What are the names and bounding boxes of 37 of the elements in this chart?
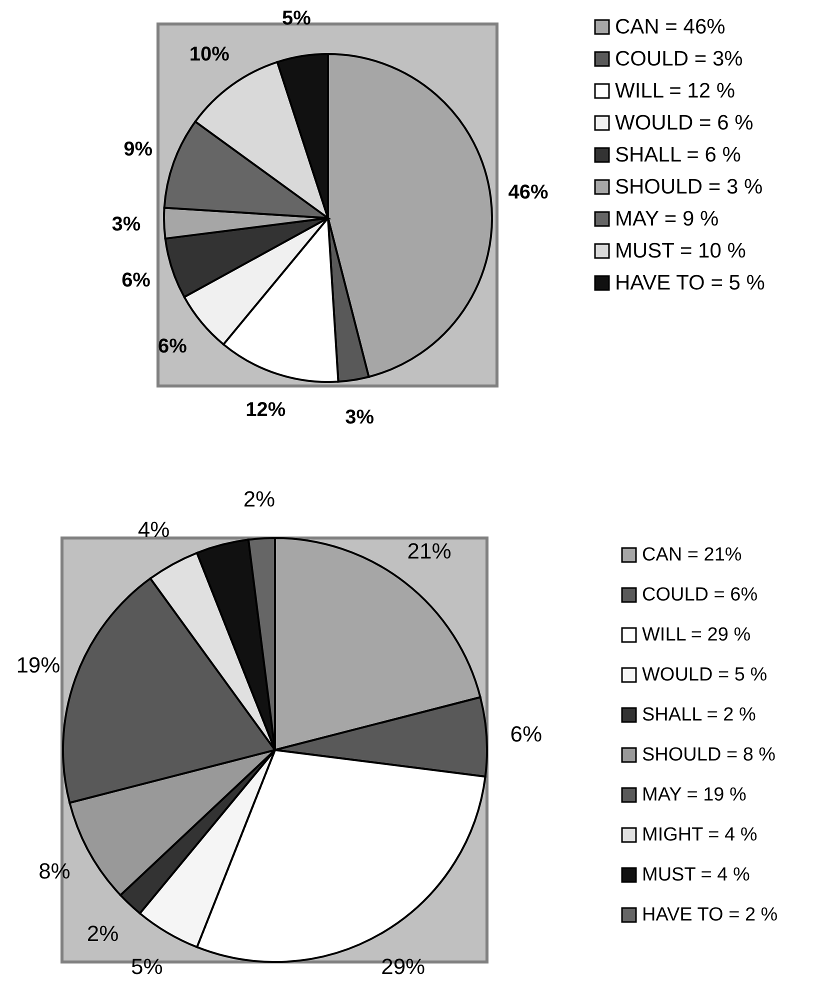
data-label: 9%	[124, 138, 153, 161]
legend-label: WOULD = 6 %	[615, 112, 754, 134]
data-label: 46%	[508, 182, 549, 204]
legend-label: MUST = 4 %	[642, 864, 750, 886]
data-label: 4%	[138, 516, 170, 542]
legend-label: SHALL = 6 %	[615, 144, 741, 166]
legend-label: SHOULD = 3 %	[615, 176, 763, 198]
legend-label: MAY = 9 %	[615, 208, 719, 230]
data-label: 5%	[130, 954, 163, 980]
legend-label: WILL = 12 %	[615, 80, 736, 102]
data-label: 2%	[86, 920, 119, 946]
legend-label: WILL = 29 %	[642, 624, 751, 646]
data-label: 6%	[122, 269, 151, 292]
data-label: 12%	[246, 399, 286, 421]
data-label: 8%	[38, 858, 70, 884]
data-label: 29%	[381, 954, 426, 980]
data-label: 5%	[282, 8, 312, 30]
legend-label: MIGHT = 4 %	[642, 824, 758, 846]
legend-label: SHALL = 2 %	[642, 704, 756, 726]
data-label: 3%	[345, 406, 374, 428]
legend-label: SHOULD = 8 %	[642, 744, 776, 766]
legend-label: MAY = 19 %	[642, 784, 746, 806]
data-label: 21%	[407, 538, 452, 564]
data-label: 6%	[510, 722, 542, 747]
data-label: 3%	[112, 213, 141, 236]
legend-label: MUST = 10 %	[615, 240, 746, 262]
data-label: 10%	[189, 44, 230, 66]
legend-label: CAN = 46%	[615, 16, 726, 38]
legend-label: HAVE TO = 5 %	[615, 272, 765, 294]
legend-label: CAN = 21%	[642, 544, 742, 566]
data-label: 19%	[16, 652, 60, 678]
legend-label: COULD = 3%	[615, 48, 743, 70]
legend-label: COULD = 6%	[642, 584, 758, 606]
legend-label: HAVE TO = 2 %	[642, 904, 778, 926]
data-label: 2%	[243, 486, 276, 512]
data-label: 6%	[158, 336, 188, 358]
legend-label: WOULD = 5 %	[642, 664, 768, 686]
